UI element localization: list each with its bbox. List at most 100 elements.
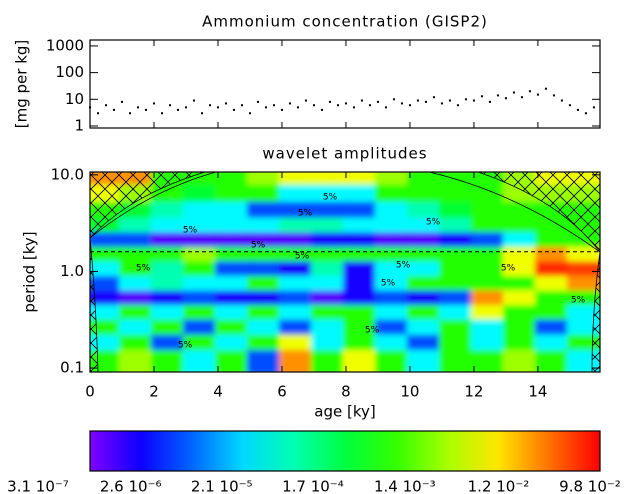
x-tick-label: 4 [213,383,223,401]
data-point [376,100,379,103]
data-point [400,102,403,105]
heat-cell [182,350,221,372]
heat-cell [342,350,381,372]
heat-cell [406,350,445,372]
data-point [472,99,475,102]
heat-cell [534,350,573,372]
cone-of-influence-edge [90,172,600,253]
y-tick-label: 0.1 [60,359,84,377]
data-point [496,94,499,97]
x-axis-label: age [ky] [314,403,375,421]
data-point [224,102,227,105]
data-point [584,112,587,115]
heat-cell [438,350,477,372]
annotation: 5% [251,241,266,251]
data-point [336,104,339,107]
x-tick-label: 6 [277,383,287,401]
data-point [312,104,315,107]
heat-cell [310,350,349,372]
heat-cell [118,350,157,372]
y-tick-label: 10 [65,90,84,108]
y-tick-label: 1 [74,116,84,134]
data-point [448,99,451,102]
x-tick-label: 2 [149,383,159,401]
colorbar-label: 2.6 10⁻⁶ [100,478,162,494]
heat-cell [246,350,285,372]
data-point [184,106,187,109]
data-point [168,104,171,107]
data-point [408,104,411,107]
data-point [296,106,299,109]
data-point [152,102,155,105]
data-point [536,93,539,96]
annotation: 5% [298,209,313,219]
data-point [520,96,523,99]
data-point [176,108,179,111]
annotation: 5% [571,296,586,306]
data-point [112,108,115,111]
annotation: 5% [183,226,198,236]
data-point [576,108,579,111]
colorbar-label: 1.7 10⁻⁴ [282,478,344,494]
heat-cell [470,350,509,372]
data-point [120,100,123,103]
data-point [128,112,131,115]
data-point [480,95,483,98]
chart-title: wavelet amplitudes [262,145,427,163]
annotation: 5% [323,193,338,203]
colorbar-label: 1.4 10⁻³ [374,478,436,494]
x-tick-label: 10 [400,383,419,401]
data-point [144,108,147,111]
plot-frame [89,39,601,129]
data-point [160,112,163,115]
y-tick-label: 1000 [46,36,84,54]
data-point [248,112,251,115]
y-tick-label: 10.0 [51,165,84,183]
data-point [544,87,547,90]
data-point [424,100,427,103]
y-axis-label: period [ky] [21,231,39,312]
data-point [432,96,435,99]
x-tick-label: 0 [85,383,95,401]
data-point [512,91,515,94]
data-point [216,106,219,109]
data-point [208,104,211,107]
data-point [440,102,443,105]
data-point [136,106,139,109]
colorbar [89,430,601,472]
annotation: 5% [295,252,310,262]
data-point [392,98,395,101]
data-point [352,106,355,109]
colorbar-label: 9.8 10⁻² [559,478,621,494]
data-point [368,104,371,107]
data-point [568,104,571,107]
data-point [256,100,259,103]
heat-cell [214,350,253,372]
heat-cell [90,350,125,372]
heatmap [90,172,600,372]
data-point [504,97,507,100]
data-point [384,106,387,109]
data-point [320,108,323,111]
data-point [240,104,243,107]
data-point [416,99,419,102]
annotation: 5% [396,261,411,271]
data-point [192,99,195,102]
data-point [528,90,531,93]
data-point [232,108,235,111]
data-point [464,98,467,101]
heat-cell [150,350,189,372]
heat-cell [502,350,541,372]
data-point [104,104,107,107]
annotation: 5% [365,326,380,336]
data-point [264,106,267,109]
data-point [272,104,275,107]
y-tick-label: 1.0 [60,262,84,280]
data-point [560,99,563,102]
data-point [344,102,347,105]
data-point [552,94,555,97]
colorbar-label: 1.2 10⁻² [468,478,530,494]
y-tick-label: 100 [55,63,84,81]
data-point [328,100,331,103]
